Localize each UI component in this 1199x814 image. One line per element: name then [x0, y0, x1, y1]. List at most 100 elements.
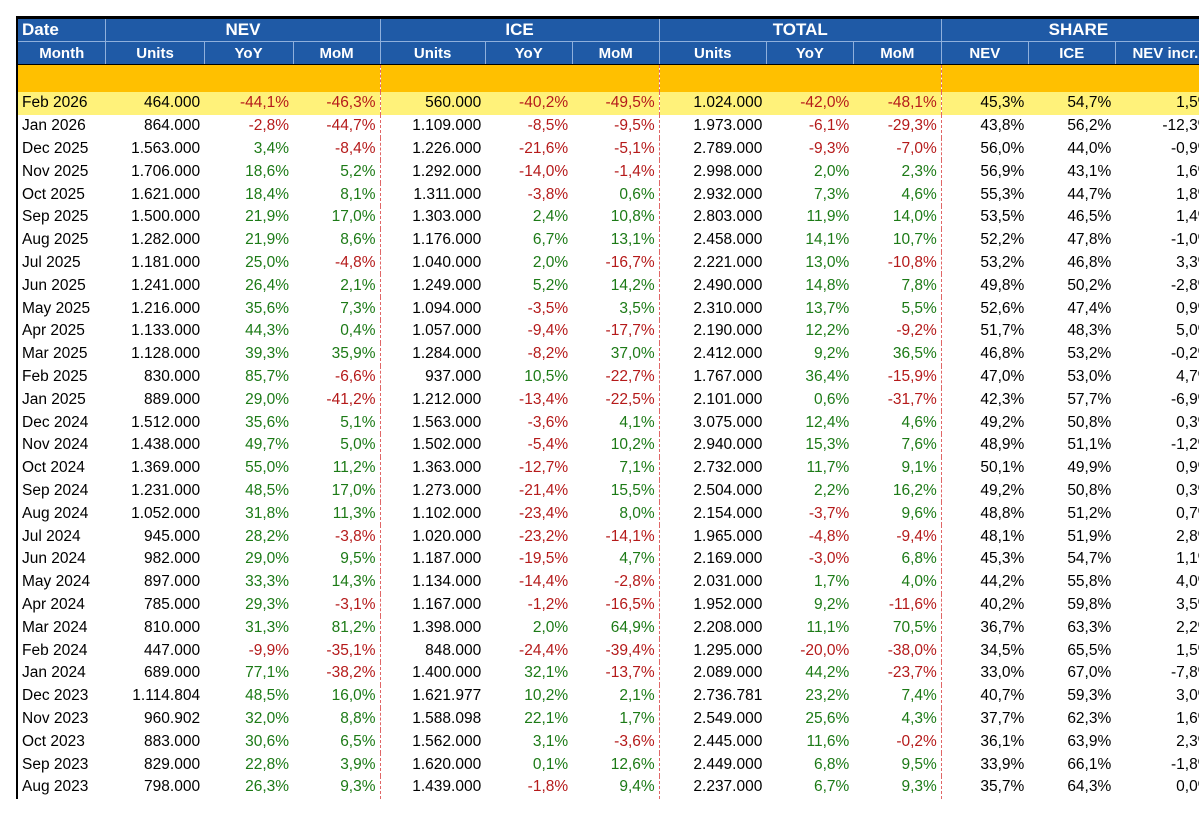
table-row: Aug 2024 1.052.000 31,8% 11,3% 1.102.000 -23,… — [16, 502, 1199, 526]
table-row: Aug 2023 798.000 26,3% 9,3% 1.439.000 -1,8% 9,… — [16, 775, 1199, 799]
cell-ice-units: 1.102.000 — [412, 504, 482, 522]
cell-nev-mom: 6,5% — [293, 730, 381, 754]
cell-nev-units: 883.000 — [144, 732, 201, 750]
cell-nev-units: 945.000 — [144, 527, 201, 545]
cell-total-mom: 9,6% — [853, 502, 942, 526]
cell-ice-yoy: -12,7% — [519, 459, 569, 477]
cell-nev-units: 1.052.000 — [131, 504, 201, 522]
cell-nev-yoy: 22,8% — [245, 755, 290, 773]
cell-ice-mom: 37,0% — [572, 342, 660, 366]
cell-ice-yoy: -5,4% — [527, 436, 569, 454]
cell-ice-mom: 1,7% — [572, 707, 660, 731]
cell-nev-yoy: 25,0% — [245, 253, 290, 271]
cell-total-units: 2.310.000 — [693, 299, 763, 317]
cell-nev-units: 1.369.000 — [131, 459, 201, 477]
cell-share-nev-incr: 5,0% — [1176, 322, 1199, 340]
cell-ice-units: 1.562.000 — [412, 732, 482, 750]
table-row: Jun 2025 1.241.000 26,4% 2,1% 1.249.000 5,2% 1… — [16, 274, 1199, 298]
table-row: Dec 2025 1.563.000 3,4% -8,4% 1.226.000 -21,6… — [16, 137, 1199, 161]
group-total: TOTAL — [658, 16, 942, 42]
cell-total-yoy: 6,8% — [813, 755, 850, 773]
cell-share-nev-incr: 1,5% — [1115, 92, 1199, 115]
cell-total-units: 1.965.000 — [693, 527, 763, 545]
cell-total-units: 2.031.000 — [693, 573, 763, 591]
cell-share-ice: 44,7% — [1067, 185, 1112, 203]
table-row: Aug 2025 1.282.000 21,9% 8,6% 1.176.000 6,7% 1… — [16, 228, 1199, 252]
cell-nev-mom: 0,4% — [293, 319, 381, 343]
cell-ice-mom: -13,7% — [572, 661, 660, 685]
cell-nev-units: 464.000 — [105, 92, 205, 115]
cell-share-nev: 40,7% — [980, 687, 1025, 705]
cell-share-ice: 62,3% — [1067, 709, 1112, 727]
table-row: Jan 2025 889.000 29,0% -41,2% 1.212.000 -13,4… — [16, 388, 1199, 412]
group-share: SHARE — [940, 16, 1199, 42]
cell-month: Jan 2024 — [16, 661, 106, 685]
cell-total-yoy: 11,1% — [806, 618, 850, 636]
cell-share-ice: 66,1% — [1067, 755, 1112, 773]
cell-nev-units: 1.438.000 — [131, 436, 201, 454]
table-row: Jul 2025 1.181.000 25,0% -4,8% 1.040.000 2,0%… — [16, 251, 1199, 275]
col-total-units: Units — [658, 41, 767, 65]
cell-nev-units: 1.128.000 — [131, 345, 201, 363]
cell-ice-yoy: -23,2% — [519, 527, 569, 545]
cell-total-yoy: -6,1% — [808, 117, 850, 135]
cell-share-nev-incr: 0,0% — [1176, 778, 1199, 796]
cell-total-units: 2.169.000 — [693, 550, 763, 568]
cell-share-nev-incr: 2,3% — [1176, 732, 1199, 750]
cell-total-units: 2.789.000 — [693, 139, 763, 157]
cell-month: Jun 2024 — [16, 547, 106, 571]
cell-ice-units: 1.311.000 — [413, 185, 482, 203]
cell-ice-units: 1.620.000 — [412, 755, 482, 773]
cell-total-yoy: 11,6% — [806, 732, 850, 750]
table-row: Feb 2025 830.000 85,7% -6,6% 937.000 10,5% -22… — [16, 365, 1199, 389]
cell-share-nev: 56,9% — [980, 162, 1025, 180]
cell-total-mom: 70,5% — [853, 616, 942, 640]
cell-nev-mom: 8,1% — [293, 183, 381, 206]
cell-month: Oct 2025 — [16, 183, 106, 206]
cell-share-nev: 48,1% — [980, 527, 1025, 545]
spreadsheet: Date NEV ICE TOTAL SHARE Month Units YoY… — [16, 16, 1199, 799]
cell-ice-mom: -39,4% — [572, 639, 660, 662]
cell-total-yoy: 13,7% — [805, 299, 850, 317]
cell-ice-units: 1.109.000 — [412, 117, 482, 135]
cell-share-ice: 50,8% — [1067, 481, 1112, 499]
col-nev-yoy: YoY — [203, 41, 294, 65]
cell-month: Apr 2025 — [16, 319, 106, 343]
cell-ice-units: 1.398.000 — [412, 618, 482, 636]
cell-nev-yoy: 48,5% — [245, 687, 290, 705]
cell-nev-units: 1.282.000 — [131, 231, 201, 249]
cell-month: Nov 2024 — [16, 433, 106, 457]
cell-ice-yoy: -14,4% — [519, 573, 569, 591]
cell-total-yoy: 7,3% — [813, 185, 850, 203]
cell-nev-units: 864.000 — [144, 117, 201, 135]
cell-ice-yoy: 10,5% — [524, 367, 569, 385]
cell-nev-mom: 5,0% — [293, 433, 381, 457]
cell-share-ice: 50,2% — [1067, 276, 1112, 294]
cell-share-nev: 45,3% — [980, 550, 1025, 568]
table-row: Oct 2023 883.000 30,6% 6,5% 1.562.000 3,1% -3,… — [16, 730, 1199, 754]
cell-nev-mom: 9,5% — [293, 547, 381, 571]
cell-share-nev-incr: -1,8% — [1171, 755, 1199, 773]
cell-ice-yoy: -8,5% — [527, 117, 569, 135]
cell-total-yoy: 1,7% — [813, 573, 850, 591]
table-row: Oct 2024 1.369.000 55,0% 11,2% 1.363.000 -12,… — [16, 456, 1199, 480]
cell-share-ice: 47,8% — [1067, 231, 1112, 249]
table-row: Jun 2024 982.000 29,0% 9,5% 1.187.000 -19,5% 4… — [16, 547, 1199, 571]
table-row: Apr 2025 1.133.000 44,3% 0,4% 1.057.000 -9,4%… — [16, 319, 1199, 343]
cell-nev-units: 1.133.000 — [131, 322, 201, 340]
cell-nev-units: 1.231.000 — [131, 481, 201, 499]
cell-share-nev-incr: 0,7% — [1176, 504, 1199, 522]
cell-ice-mom: 7,1% — [572, 456, 660, 480]
cell-ice-mom: -2,8% — [572, 570, 660, 594]
cell-nev-mom: 11,2% — [293, 456, 381, 480]
cell-share-nev: 43,8% — [980, 117, 1025, 135]
cell-total-units: 3.075.000 — [693, 413, 763, 431]
cell-share-nev: 48,8% — [980, 504, 1025, 522]
cell-nev-units: 889.000 — [144, 390, 201, 408]
cell-total-mom: -7,0% — [853, 137, 942, 161]
table-row: Sep 2024 1.231.000 48,5% 17,0% 1.273.000 -21,… — [16, 479, 1199, 503]
cell-ice-mom: -14,1% — [572, 525, 660, 548]
cell-nev-mom: 8,8% — [293, 707, 381, 731]
highlight-band — [16, 64, 1199, 92]
cell-month: Sep 2025 — [16, 205, 106, 229]
